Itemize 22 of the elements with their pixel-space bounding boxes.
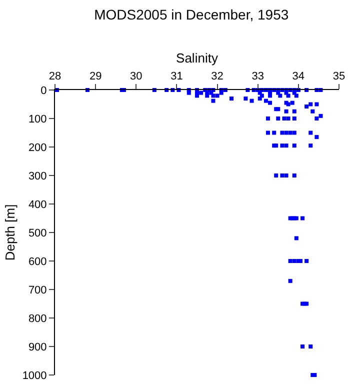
y-tick-label: 300 (28, 170, 47, 182)
x-tick-label: 29 (89, 70, 102, 83)
chart-title: MODS2005 in December, 1953 (94, 6, 289, 22)
y-tick-label: 400 (28, 198, 47, 211)
y-tick-label: 100 (28, 113, 47, 126)
y-tick-label: 0 (40, 84, 47, 97)
x-tick-label: 32 (211, 70, 224, 83)
y-tick-label: 800 (28, 312, 47, 325)
y-tick-label: 500 (28, 227, 47, 240)
x-tick-label: 28 (48, 70, 62, 83)
y-tick-label: 900 (28, 341, 47, 354)
x-tick-label: 30 (130, 70, 142, 83)
y-tick-label: 600 (28, 256, 47, 268)
x-tick-label: 35 (332, 70, 346, 83)
x-tick-label: 34 (292, 70, 305, 83)
y-axis-title: Depth [m] (2, 204, 18, 261)
x-tick-label: 31 (170, 70, 183, 83)
x-tick-label: 33 (252, 70, 264, 83)
y-tick-label: 700 (28, 284, 47, 296)
y-tick-label: 200 (28, 142, 47, 154)
y-tick-label: 1000 (22, 370, 47, 382)
x-axis-title: Salinity (176, 50, 218, 66)
